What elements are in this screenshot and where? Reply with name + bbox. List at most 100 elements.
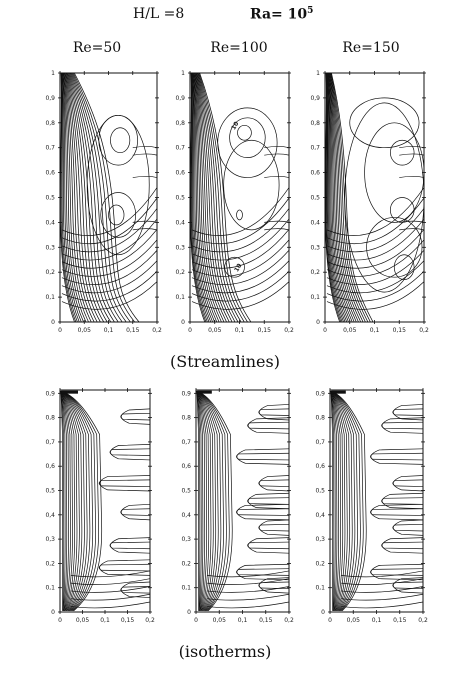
x-tick-label: 0,15 [121, 617, 135, 624]
y-tick-label: 0,7 [175, 145, 185, 152]
contour-lines [325, 73, 424, 322]
y-tick-label: 0,9 [45, 95, 55, 102]
y-tick-label: 0,7 [310, 145, 320, 152]
y-tick-label: 0,1 [45, 585, 55, 592]
y-tick-label: 0,4 [310, 219, 320, 226]
y-tick-label: 0,3 [45, 536, 55, 543]
rayleigh-number-label: Ra= 105 [250, 6, 313, 23]
x-tick-label: 0,05 [343, 327, 357, 334]
x-tick-label: 0,05 [78, 327, 92, 334]
isotherms-re50-panel: 0 0,1 0,2 0,3 0,4 0,5 0,6 0,7 0,8 0,9 0 0,05 0,1 0,15… [45, 388, 155, 624]
x-tick-label: 0 [323, 327, 327, 334]
x-tick-label: 0,15 [393, 617, 407, 624]
contour-lines [60, 73, 157, 322]
isotherms-re100-panel: 0 0,1 0,2 0,3 0,4 0,5 0,6 0,7 0,8 0,9 0 0,05 0,1 0,15… [181, 388, 294, 624]
y-tick-label: 0,6 [181, 463, 191, 470]
x-tick-label: 0 [194, 617, 198, 624]
streamlines-re150-panel: 0 0,1 0,2 0,3 0,4 0,5 0,6 0,7 0,8 0,9 1 0 0,05 0,1 0,1… [310, 70, 428, 334]
contour-lines [60, 390, 150, 612]
contour-label-upper: 10 [230, 121, 240, 132]
y-tick-label: 0,7 [45, 145, 55, 152]
y-tick-label: 1 [316, 70, 320, 77]
y-tick-label: 0,9 [315, 390, 325, 397]
y-tick-label: 0,7 [181, 439, 191, 446]
x-tick-label: 0,2 [284, 327, 294, 334]
y-tick-label: 0,3 [45, 244, 55, 251]
y-tick-label: 0,8 [181, 415, 191, 422]
streamlines-re50-panel: 0 0,1 0,2 0,3 0,4 0,5 0,6 0,7 0,8 0,9 1 0 0,05 0,1 0,1… [45, 70, 161, 334]
x-tick-label: 0,05 [347, 617, 361, 624]
y-tick-label: 0,2 [181, 560, 191, 567]
y-tick-label: 0,8 [45, 415, 55, 422]
y-tick-label: 0,5 [45, 488, 55, 495]
x-tick-label: 0,1 [235, 327, 245, 334]
y-tick-label: 0,8 [310, 120, 320, 127]
y-tick-label: 0,6 [45, 463, 55, 470]
y-tick-label: 0,8 [315, 415, 325, 422]
y-tick-label: 0,7 [315, 439, 325, 446]
y-tick-label: 0,8 [175, 120, 185, 127]
y-tick-label: 0,4 [175, 219, 185, 226]
y-tick-label: 0,4 [45, 512, 55, 519]
contour-lines [196, 390, 289, 612]
y-tick-label: 0,1 [310, 294, 320, 301]
x-tick-label: 0,15 [393, 327, 407, 334]
rayleigh-prefix: Ra= 10 [250, 6, 308, 23]
y-tick-label: 0,5 [310, 195, 320, 202]
x-tick-label: 0,05 [76, 617, 90, 624]
x-tick-label: 0 [328, 617, 332, 624]
isotherms-caption: (isotherms) [178, 642, 272, 661]
y-tick-label: 0 [51, 319, 55, 326]
y-tick-label: 0,5 [181, 488, 191, 495]
column-title-re50: Re=50 [72, 40, 122, 56]
y-tick-label: 0,6 [310, 170, 320, 177]
y-tick-label: 1 [51, 70, 55, 77]
x-tick-label: 0,1 [104, 327, 114, 334]
y-tick-label: 0,2 [45, 269, 55, 276]
x-tick-label: 0,2 [418, 617, 428, 624]
y-tick-label: 0,4 [181, 512, 191, 519]
y-tick-label: 0,2 [315, 560, 325, 567]
y-tick-label: 0,1 [45, 294, 55, 301]
y-tick-label: 0,9 [181, 390, 191, 397]
y-tick-label: 1 [181, 70, 185, 77]
aspect-ratio-label: H/L =8 [133, 6, 185, 22]
contour-lines [190, 73, 289, 322]
rayleigh-exponent: 5 [307, 6, 314, 16]
y-tick-label: 0,9 [310, 95, 320, 102]
x-tick-label: 0,15 [258, 327, 272, 334]
y-tick-label: 0 [181, 319, 185, 326]
streamlines-re100-panel: 00,10,20,30,40,50,60,70,80,910 0,05 0,1 0,1… [175, 70, 293, 334]
y-tick-label: 0,5 [175, 195, 185, 202]
y-tick-label: 0,9 [175, 95, 185, 102]
y-tick-label: 0,5 [315, 488, 325, 495]
x-tick-label: 0,2 [152, 327, 162, 334]
y-tick-label: 0 [187, 609, 191, 616]
x-tick-label: 0 [58, 327, 62, 334]
y-tick-label: 0,9 [45, 390, 55, 397]
y-tick-label: 0,3 [315, 536, 325, 543]
y-tick-label: 0,6 [45, 170, 55, 177]
y-tick-label: 0 [316, 319, 320, 326]
y-tick-label: 0,8 [45, 120, 55, 127]
x-tick-label: 0,1 [100, 617, 110, 624]
x-tick-label: 0,2 [284, 617, 294, 624]
y-tick-label: 0,1 [181, 585, 191, 592]
y-tick-label: 0,6 [315, 463, 325, 470]
isotherms-re150-panel: 0 0,1 0,2 0,3 0,4 0,5 0,6 0,7 0,8 0,9 0 0,05 0,1 0,15… [315, 388, 428, 624]
x-tick-label: 0,2 [145, 617, 155, 624]
x-tick-label: 0,05 [213, 617, 227, 624]
x-tick-label: 0,05 [208, 327, 222, 334]
y-tick-label: 0 [51, 609, 55, 616]
streamlines-caption: (Streamlines) [170, 352, 280, 371]
y-tick-label: 0,3 [310, 244, 320, 251]
contour-label-lower: 10 [233, 262, 243, 273]
y-tick-label: 0,1 [315, 585, 325, 592]
y-tick-label: 0,3 [175, 244, 185, 251]
y-tick-label: 0,3 [181, 536, 191, 543]
x-tick-label: 0 [58, 617, 62, 624]
x-tick-label: 0,1 [370, 327, 380, 334]
y-tick-label: 0,7 [45, 439, 55, 446]
column-title-re100: Re=100 [210, 40, 268, 56]
